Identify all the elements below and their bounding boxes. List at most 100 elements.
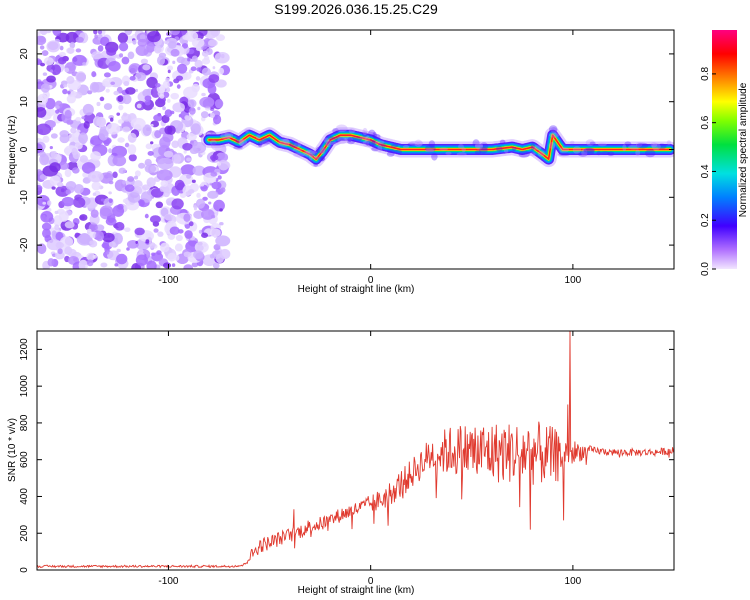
noise-speck [191, 55, 198, 62]
noise-speck [122, 126, 131, 133]
signal-blob [337, 136, 347, 145]
noise-speck [41, 222, 52, 231]
noise-speck [124, 142, 130, 148]
noise-speck [75, 71, 87, 83]
signal-blob [635, 149, 641, 157]
noise-speck [210, 171, 218, 177]
noise-speck [193, 250, 204, 260]
signal-blob [308, 153, 314, 161]
noise-speck [163, 262, 172, 269]
noise-speck [116, 112, 121, 116]
noise-speck [100, 198, 105, 202]
noise-speck [59, 45, 64, 51]
noise-speck [87, 90, 93, 95]
noise-speck [144, 213, 149, 219]
noise-speck [40, 211, 54, 223]
noise-speck [124, 30, 133, 36]
signal-blob [511, 146, 517, 151]
noise-speck [117, 95, 124, 102]
noise-speck [171, 198, 184, 210]
signal-blob [533, 145, 542, 151]
colorbar-label: Normalized spectral amplitude [738, 82, 749, 217]
colorbar-ticks: 0.0 0.2 0.4 0.6 0.8 [700, 67, 716, 276]
signal-blob [570, 140, 575, 145]
signal-blob [303, 149, 316, 157]
noise-speck [39, 174, 48, 180]
noise-speck [135, 254, 148, 266]
noise-speck [139, 34, 146, 40]
signal-blob [572, 146, 582, 154]
noise-speck [167, 65, 174, 71]
signal-blob [238, 138, 248, 147]
noise-speck [170, 92, 180, 100]
noise-speck [172, 102, 185, 113]
noise-speck [101, 242, 110, 249]
signal-blob [372, 131, 377, 139]
signal-blob [496, 145, 503, 152]
noise-speck [171, 263, 176, 268]
noise-speck [76, 129, 81, 133]
noise-speck [147, 151, 154, 156]
noise-speck [75, 36, 84, 43]
noise-speck [56, 182, 64, 188]
signal-blob [585, 139, 595, 146]
noise-speck [194, 59, 203, 69]
noise-speck [39, 30, 48, 36]
noise-speck [153, 45, 162, 54]
noise-speck [144, 99, 151, 106]
signal-blob [537, 150, 545, 157]
noise-speck [50, 64, 62, 76]
snr-series-line [37, 331, 674, 569]
noise-speck [98, 129, 109, 141]
signal-blob [458, 143, 464, 150]
signal-blob [348, 128, 356, 134]
noise-speck [118, 104, 124, 111]
noise-speck [89, 240, 95, 245]
noise-speck [71, 147, 78, 156]
noise-speck [62, 88, 68, 95]
noise-speck [108, 198, 113, 204]
noise-speck [39, 45, 45, 50]
signal-blob [596, 150, 601, 156]
noise-speck [122, 94, 132, 105]
noise-speck [81, 116, 86, 120]
noise-speck [119, 53, 124, 58]
signal-blob [328, 141, 340, 146]
noise-speck [95, 224, 105, 231]
noise-speck [215, 253, 225, 264]
noise-speck [47, 258, 55, 267]
noise-speck [209, 228, 221, 238]
noise-speck [200, 208, 215, 220]
noise-speck [218, 159, 230, 171]
noise-speck [83, 112, 96, 124]
noise-speck [55, 109, 60, 114]
noise-speck [142, 64, 151, 71]
noise-speck [108, 191, 112, 195]
signal-blob [365, 140, 376, 147]
noise-speck [71, 167, 80, 174]
noise-speck [75, 116, 82, 122]
noise-speck [137, 38, 148, 47]
noise-speck [121, 113, 132, 122]
noise-speck [116, 253, 128, 265]
noise-speck [189, 147, 199, 155]
noise-speck [207, 39, 218, 47]
noise-speck [102, 80, 110, 87]
noise-speck [148, 242, 156, 249]
signal-blob [474, 150, 482, 155]
noise-speck [174, 243, 183, 252]
noise-speck [46, 40, 61, 53]
noise-speck [111, 145, 128, 158]
noise-speck [164, 125, 173, 135]
noise-speck [37, 35, 47, 46]
signal-blob [362, 140, 370, 147]
noise-speck [70, 127, 77, 134]
signal-blob [607, 151, 615, 157]
signal-blob [589, 141, 596, 145]
signal-blob [365, 135, 371, 144]
noise-speck [174, 254, 180, 261]
noise-speck [157, 231, 164, 237]
noise-speck [112, 205, 125, 217]
noise-speck [112, 155, 127, 167]
